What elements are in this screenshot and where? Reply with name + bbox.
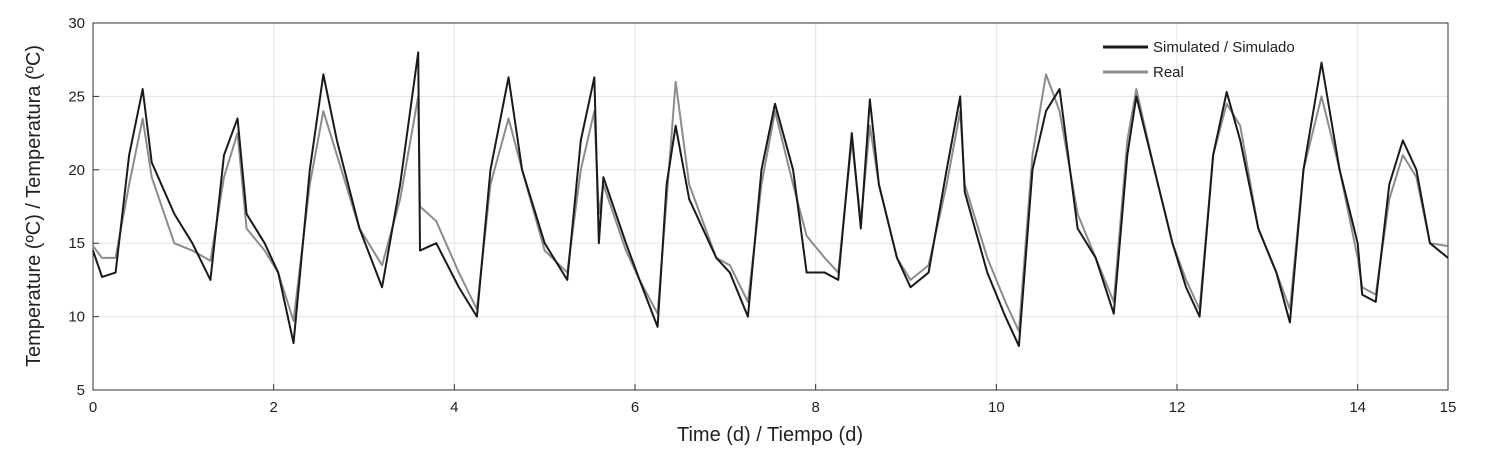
x-tick-label: 15	[1440, 399, 1457, 416]
plot-frame	[92, 22, 1449, 391]
x-axis-label: Time (d) / Tiempo (d)	[677, 424, 863, 446]
x-tick-label: 0	[89, 399, 97, 416]
legend-label: Real	[1153, 64, 1184, 81]
x-tick-label: 2	[269, 399, 277, 416]
y-tick-label: 5	[77, 382, 85, 399]
x-tick-label: 10	[988, 399, 1005, 416]
y-tick-label: 20	[68, 162, 85, 179]
x-tick-label: 6	[631, 399, 639, 416]
series-line	[92, 51, 1449, 347]
y-tick-label: 15	[68, 235, 85, 252]
x-tick-label: 14	[1349, 399, 1366, 416]
x-tick-label: 4	[450, 399, 458, 416]
x-tick-label: 8	[811, 399, 819, 416]
y-axis-label: Temperature (ºC) / Temperatura (ºC)	[23, 45, 45, 367]
plot-area	[93, 23, 1448, 390]
y-tick-label: 30	[68, 15, 85, 32]
series-line	[92, 73, 1449, 333]
y-tick-label: 25	[68, 88, 85, 105]
x-tick-label: 12	[1169, 399, 1186, 416]
legend-label: Simulated / Simulado	[1153, 39, 1295, 56]
y-tick-label: 10	[68, 309, 85, 326]
